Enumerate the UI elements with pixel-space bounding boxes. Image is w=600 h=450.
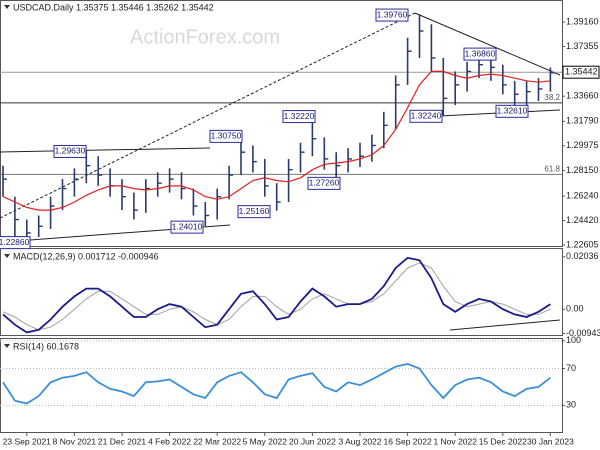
last-price-box xyxy=(562,65,600,79)
x-tick-label: 3 Aug 2022 xyxy=(338,436,381,446)
level-label: 1.32610 xyxy=(497,106,528,116)
level-label: 1.29630 xyxy=(55,146,86,156)
level-label: 1.25160 xyxy=(239,206,270,216)
level-label: 1.39760 xyxy=(377,9,408,19)
y-tick-label: 0.02036 xyxy=(566,251,599,261)
watermark: ActionForex.com xyxy=(130,26,280,48)
trend-line xyxy=(0,147,211,153)
y-tick-label: 1.33660 xyxy=(566,91,599,101)
x-tick-label: 5 May 2022 xyxy=(243,436,288,446)
y-tick-label: 1.37355 xyxy=(566,41,599,51)
menu-icon xyxy=(4,344,10,348)
y-tick-label: 0.00 xyxy=(566,304,584,314)
y-tick-label: 1.26240 xyxy=(566,190,599,200)
menu-icon xyxy=(4,5,10,9)
level-label: 1.22860 xyxy=(0,237,30,247)
level-box xyxy=(495,104,529,118)
rsi-panel xyxy=(0,338,563,433)
level-box xyxy=(463,47,497,61)
x-tick-label: 15 Dec 2022 xyxy=(479,436,527,446)
x-tick-label: 23 Sep 2021 xyxy=(3,436,51,446)
rsi-title: RSI(14) 60.1678 xyxy=(13,341,79,351)
y-tick-label: 1.29975 xyxy=(566,140,599,150)
y-tick-label: 1.31790 xyxy=(566,116,599,126)
level-label: 1.27260 xyxy=(309,178,340,188)
price-title: USDCAD.Daily 1.35375 1.35446 1.35262 1.3… xyxy=(13,2,214,12)
last-price-label: 1.35442 xyxy=(565,67,598,77)
fib-label: 61.8 xyxy=(544,165,560,174)
x-tick-label: 20 Jun 2022 xyxy=(289,436,336,446)
level-label: 1.24010 xyxy=(172,221,203,231)
y-tick-label: 1.22605 xyxy=(566,239,599,249)
level-box xyxy=(307,176,341,190)
indicator-line xyxy=(2,256,551,334)
level-box xyxy=(409,109,443,123)
y-tick-label: -0.009438 xyxy=(566,328,600,338)
level-label: 1.32220 xyxy=(284,111,315,121)
trend-line xyxy=(449,319,561,331)
moving-average xyxy=(2,70,551,211)
price-panel xyxy=(0,0,563,247)
x-tick-label: 1 Nov 2022 xyxy=(433,436,477,446)
macd-title: MACD(12,26,9) 0.001712 -0.000946 xyxy=(13,251,159,261)
level-label: 1.36860 xyxy=(465,48,496,58)
y-tick-label: 1.24420 xyxy=(566,215,599,225)
y-tick-label: 100 xyxy=(566,335,581,345)
level-box xyxy=(237,205,271,219)
x-tick-label: 30 Jan 2023 xyxy=(527,436,574,446)
indicator-line xyxy=(2,262,551,331)
y-tick-label: 1.39160 xyxy=(566,17,599,27)
y-tick-label: 70 xyxy=(566,363,576,373)
level-box xyxy=(170,220,204,234)
level-box xyxy=(375,8,409,22)
trend-line xyxy=(414,12,561,76)
x-tick-label: 4 Feb 2022 xyxy=(148,436,191,446)
x-tick-label: 8 Nov 2021 xyxy=(53,436,97,446)
level-box xyxy=(282,110,316,124)
level-label: 1.30750 xyxy=(211,131,242,141)
x-tick-label: 21 Dec 2021 xyxy=(98,436,146,446)
x-tick-label: 16 Sep 2022 xyxy=(383,436,431,446)
y-tick-label: 30 xyxy=(566,400,576,410)
level-box xyxy=(53,144,87,158)
level-box xyxy=(209,129,243,143)
fib-label: 38.2 xyxy=(544,93,560,102)
level-box xyxy=(0,236,31,250)
y-tick-label: 1.28150 xyxy=(566,165,599,175)
x-tick-label: 22 Mar 2022 xyxy=(193,436,241,446)
level-label: 1.32240 xyxy=(411,111,442,121)
macd-panel xyxy=(0,248,563,336)
menu-icon xyxy=(4,254,10,258)
indicator-line xyxy=(2,362,551,405)
trend-line xyxy=(0,12,416,219)
